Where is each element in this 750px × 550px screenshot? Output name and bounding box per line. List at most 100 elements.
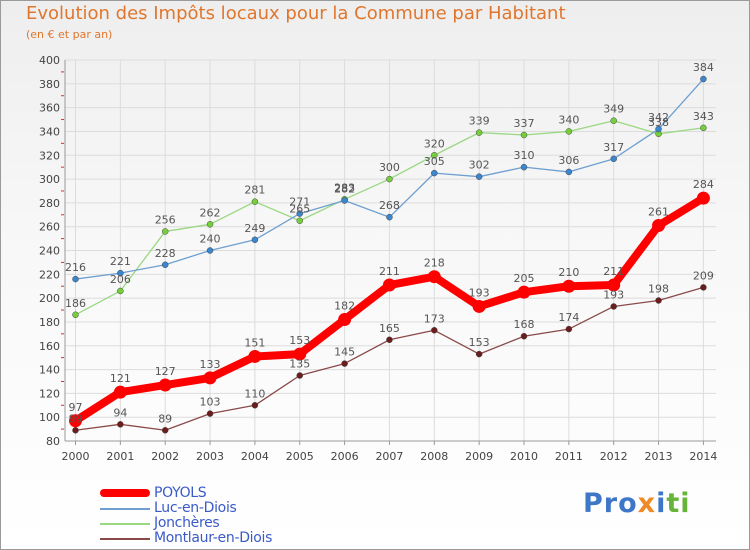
data-point: [341, 197, 348, 204]
data-point: [158, 378, 172, 392]
data-label: 281: [244, 184, 265, 197]
x-tick-label: 2011: [555, 450, 583, 463]
data-label: 193: [603, 288, 624, 301]
y-tick-label: 100: [39, 411, 60, 424]
data-point: [610, 303, 617, 310]
x-tick-label: 2004: [241, 450, 269, 463]
data-point: [117, 269, 124, 277]
data-label: 283: [334, 181, 355, 194]
legend-label: POYOLS: [154, 485, 207, 501]
data-point: [386, 213, 393, 221]
chart-title: Evolution des Impôts locaux pour la Comm…: [26, 3, 566, 24]
proxiti-logo: Proxiti: [583, 488, 691, 519]
data-label: 256: [155, 213, 176, 226]
data-label: 249: [244, 222, 265, 235]
data-point: [113, 385, 127, 399]
y-tick-label: 140: [39, 364, 60, 377]
y-tick-label: 320: [39, 149, 60, 162]
y-tick-label: 280: [39, 197, 60, 210]
data-point: [427, 270, 441, 284]
data-label: 384: [693, 61, 714, 74]
data-label: 305: [424, 155, 445, 168]
data-point: [475, 173, 483, 180]
data-label: 284: [693, 178, 714, 191]
data-point: [251, 198, 259, 205]
legend-item: Jonchères: [100, 515, 380, 531]
data-label: 317: [603, 141, 624, 154]
data-point: [206, 221, 214, 228]
data-label: 265: [289, 203, 310, 216]
y-tick-label: 340: [39, 125, 60, 138]
data-label: 302: [469, 159, 490, 172]
data-labels: 186 206 256 262 281 265 283 300 320 339 337 340 349 3…: [65, 61, 714, 425]
data-point: [520, 131, 528, 139]
data-label: 268: [379, 199, 400, 212]
data-label: 89: [69, 412, 83, 425]
legend-item: Montlaur-en-Diois: [100, 530, 380, 546]
x-tick-label: 2013: [645, 450, 673, 463]
y-tick-label: 400: [39, 54, 60, 67]
data-point: [341, 360, 348, 367]
data-label: 182: [334, 300, 355, 313]
y-tick-label: 260: [39, 221, 60, 234]
y-tick-label: 200: [39, 292, 60, 305]
data-label: 338: [648, 116, 669, 129]
x-tick-label: 2009: [465, 450, 493, 463]
data-label: 320: [424, 137, 445, 150]
data-point: [655, 125, 662, 133]
data-point: [251, 402, 259, 409]
data-label: 174: [558, 311, 579, 324]
data-point: [431, 327, 438, 334]
data-point: [475, 129, 483, 136]
data-label: 342: [648, 111, 669, 124]
data-point: [565, 325, 573, 333]
data-label: 211: [603, 265, 624, 278]
data-label: 103: [200, 396, 221, 409]
legend-label: Montlaur-en-Diois: [154, 530, 273, 546]
series-points: [69, 75, 710, 434]
data-point: [565, 128, 573, 135]
data-label: 218: [424, 257, 445, 270]
x-tick-label: 2005: [286, 450, 314, 463]
legend-swatch: [100, 538, 150, 540]
x-tick-label: 2003: [196, 450, 224, 463]
data-point: [517, 285, 531, 299]
x-tick-label: 2008: [420, 450, 448, 463]
data-point: [251, 236, 259, 244]
data-label: 262: [200, 206, 221, 219]
data-label: 173: [424, 312, 445, 325]
data-label: 310: [514, 149, 535, 162]
x-tick-label: 2006: [331, 450, 359, 463]
data-point: [520, 332, 528, 340]
data-point: [562, 279, 576, 293]
x-tick-label: 2012: [600, 450, 628, 463]
data-label: 168: [514, 318, 535, 331]
data-label: 198: [648, 283, 669, 296]
data-point: [520, 163, 528, 171]
grid-lines: [65, 59, 716, 442]
data-label: 337: [514, 117, 535, 130]
y-tick-label: 220: [39, 268, 60, 281]
x-tick-label: 2014: [689, 450, 717, 463]
legend-swatch: [100, 489, 150, 497]
data-label: 186: [65, 297, 86, 310]
data-point: [696, 191, 710, 205]
legend-swatch: [100, 523, 150, 525]
data-point: [431, 169, 438, 177]
data-label: 211: [379, 265, 400, 278]
data-label: 133: [200, 358, 221, 371]
legend-swatch: [100, 508, 150, 510]
data-point: [610, 155, 617, 163]
data-label: 121: [110, 372, 131, 385]
data-point: [293, 347, 307, 361]
data-label: 210: [558, 266, 579, 279]
data-label: 209: [693, 269, 714, 282]
data-label: 151: [244, 336, 265, 349]
data-point: [610, 117, 617, 124]
data-label: 228: [155, 247, 176, 260]
data-point: [117, 287, 124, 295]
legend-item: Luc-en-Diois: [100, 500, 380, 516]
data-label: 216: [65, 261, 86, 274]
data-point: [296, 210, 303, 217]
